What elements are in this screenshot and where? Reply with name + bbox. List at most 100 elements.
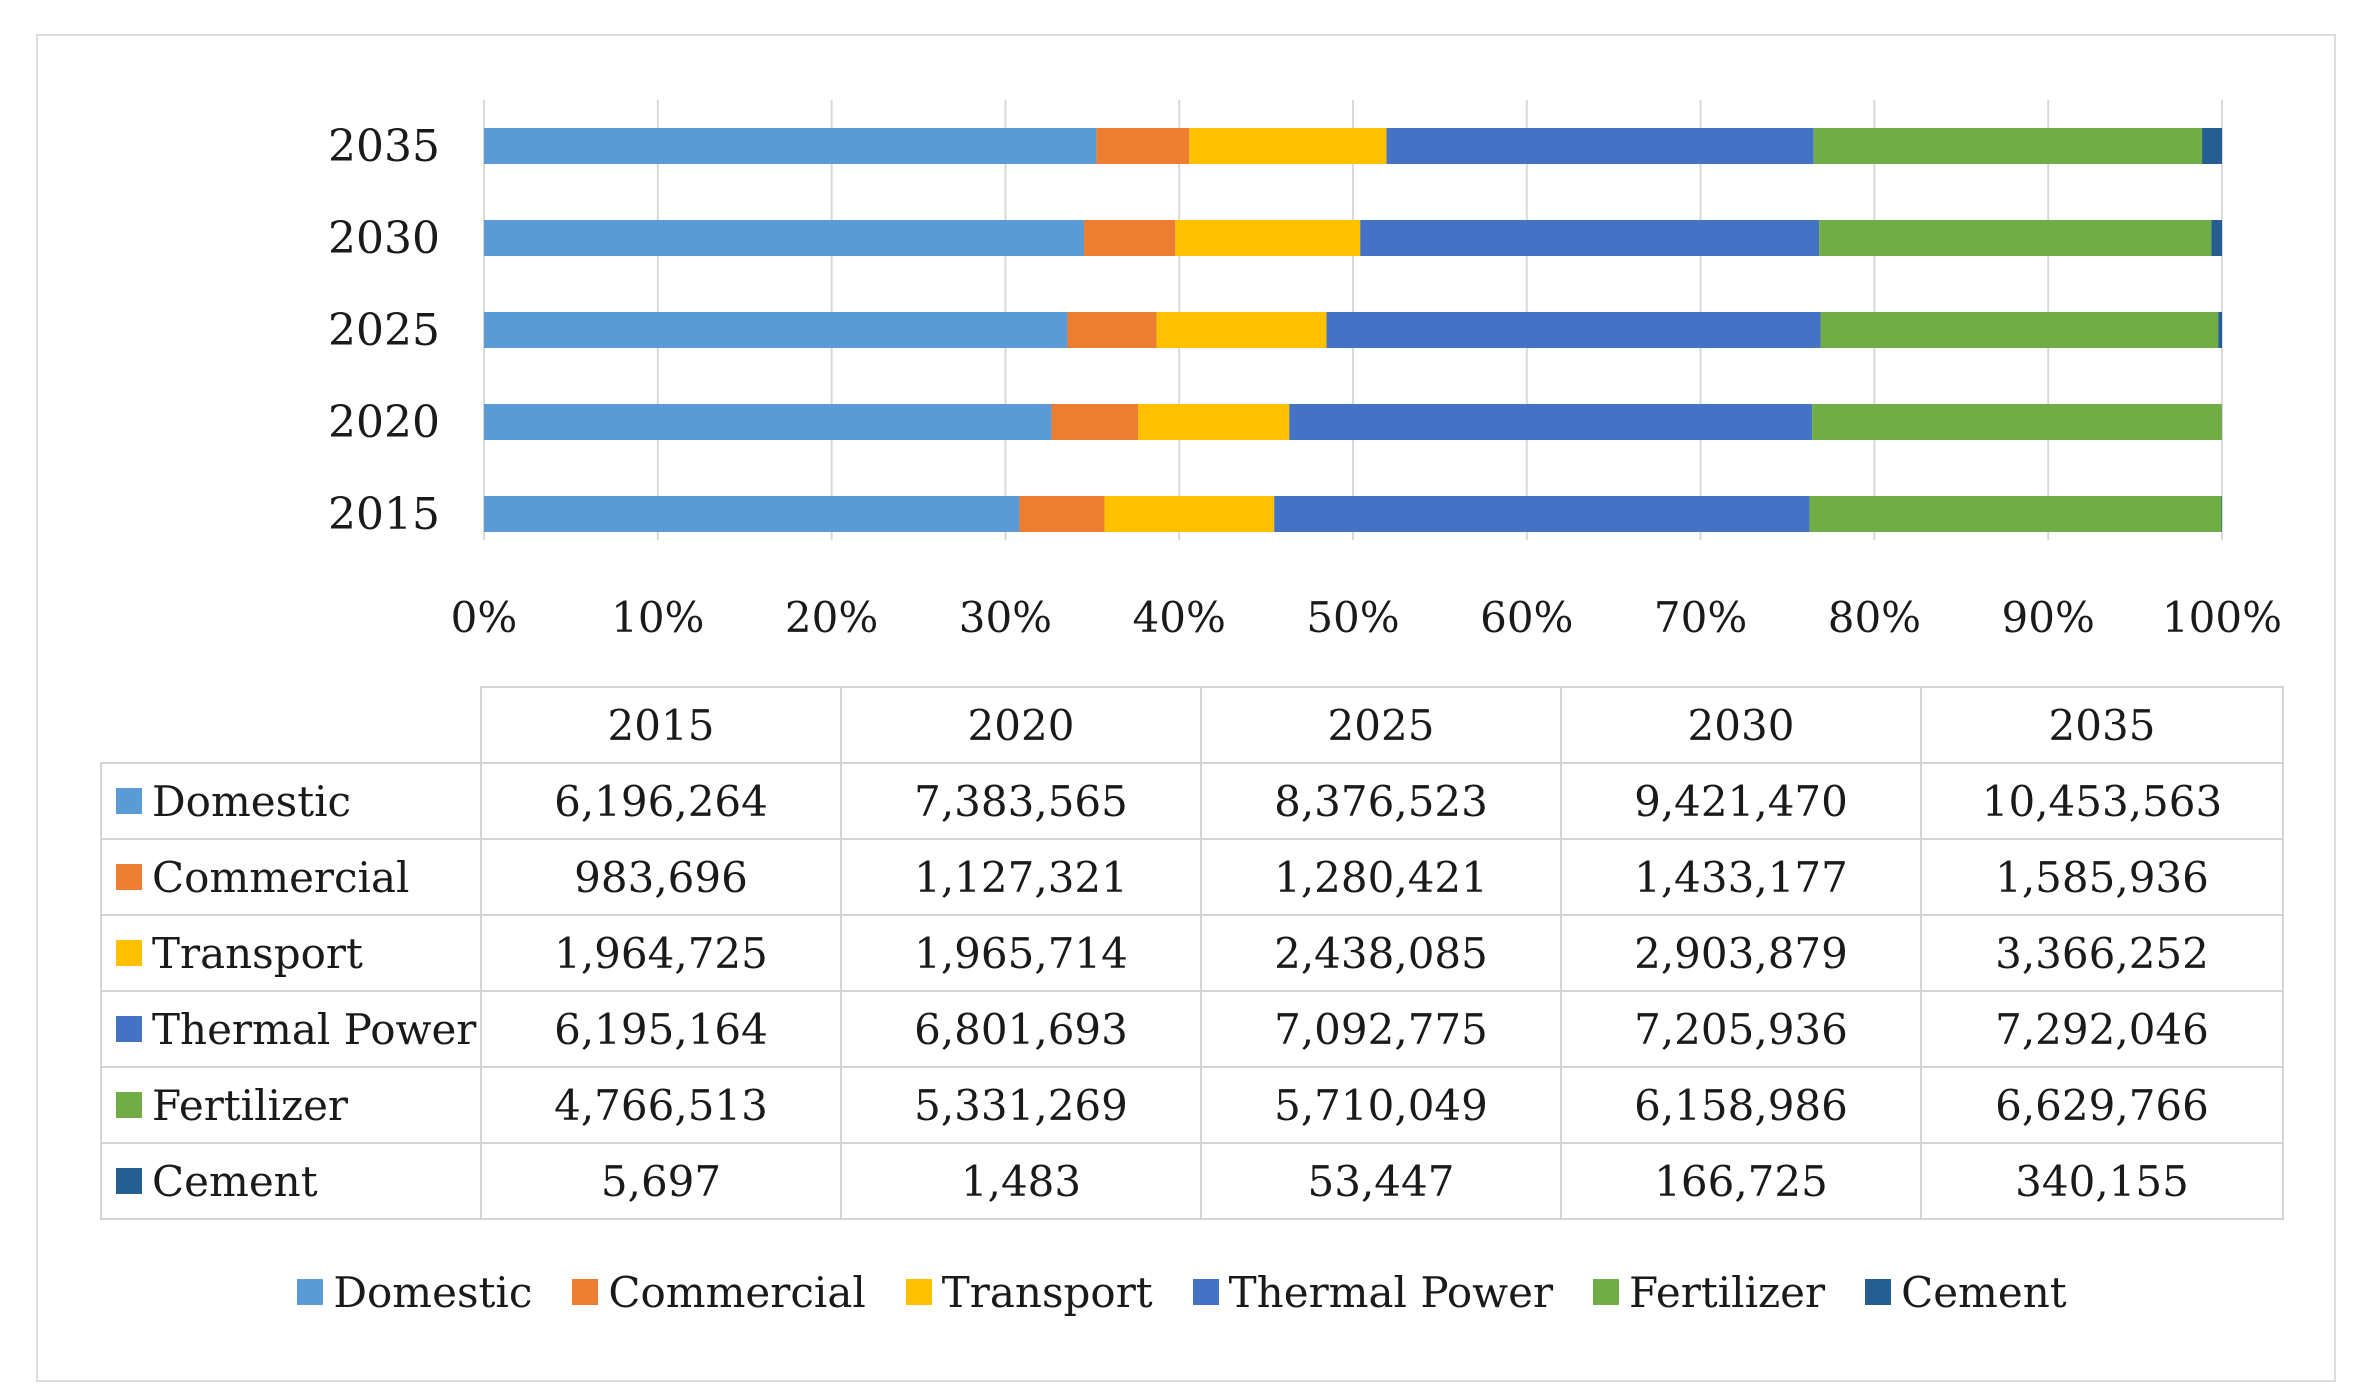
legend-swatch-icon [1865,1279,1892,1305]
bar-segment-commercial [1051,404,1139,440]
table-cell-value: 53,447 [1200,1142,1562,1220]
bar-segment-fertilizer [1812,404,2222,440]
legend-item: Transport [905,1268,1153,1317]
y-tick-label: 2025 [328,305,440,356]
x-tick-label: 80% [1828,593,1921,642]
table-series-label: Cement [100,1142,482,1220]
table-year-header: 2020 [840,686,1202,764]
legend-swatch-icon [1593,1279,1620,1305]
table-cell-value: 3,366,252 [1920,914,2284,992]
bar-segment-transport [1138,404,1290,440]
table-year-header: 2035 [1920,686,2284,764]
table-cell-value: 4,766,513 [480,1066,842,1144]
legend-label: Commercial [608,1268,866,1317]
legend-swatch-icon [116,1091,142,1118]
series-name: Transport [152,928,363,978]
legend: Domestic Commercial Transport Thermal Power… [0,1268,2364,1317]
table-cell-value: 9,421,470 [1560,762,1922,840]
legend-label: Thermal Power [1228,1268,1554,1317]
bar-segment-commercial [1084,220,1176,256]
bar-segment-cement [2202,128,2222,164]
legend-label: Fertilizer [1629,1268,1826,1317]
table-cell-value: 8,376,523 [1200,762,1562,840]
bar-segment-thermal-power [1386,128,1814,164]
x-axis-tick-labels: 0% 10% 20% 30% 40% 50% 60% 70% 80% 90% 100% [451,593,2282,642]
bar-segment-transport [1104,496,1275,532]
table-cell-value: 2,438,085 [1200,914,1562,992]
table-cell-value: 1,127,321 [840,838,1202,916]
table-cell-value: 1,585,936 [1920,838,2284,916]
legend-label: Cement [1901,1268,2067,1317]
bar-segment-domestic [484,312,1068,348]
table-cell-value: 7,092,775 [1200,990,1562,1068]
table-row: Commercial 983,696 1,127,321 1,280,421 1,433… [100,838,2284,916]
legend-swatch-icon [297,1279,324,1305]
table-cell-value: 1,965,714 [840,914,1202,992]
legend-item: Fertilizer [1593,1268,1825,1317]
x-tick-label: 50% [1306,593,1399,642]
series-name: Fertilizer [152,1080,349,1130]
legend-swatch-icon [116,1015,142,1042]
bar-segment-fertilizer [1809,496,2222,532]
legend-swatch-icon [116,939,142,966]
table-cell-value: 166,725 [1560,1142,1922,1220]
table-row: Cement 5,697 1,483 53,447 166,725 340,155 [100,1142,2284,1220]
legend-item: Cement [1865,1268,2067,1317]
table-cell-value: 6,629,766 [1920,1066,2284,1144]
table-cell-value: 6,801,693 [840,990,1202,1068]
legend-swatch-icon [116,787,142,814]
bar-segment-domestic [484,404,1052,440]
bar-segment-domestic [484,496,1020,532]
table-cell-value: 1,964,725 [480,914,842,992]
table-cell-value: 6,195,164 [480,990,842,1068]
x-tick-label: 10% [611,593,704,642]
x-tick-label: 70% [1654,593,1747,642]
table-series-label: Domestic [100,762,482,840]
legend-swatch-icon [905,1279,932,1305]
table-cell-value: 983,696 [480,838,842,916]
y-tick-label: 2035 [328,121,440,172]
table-header-row: 2015 2020 2025 2030 2035 [101,686,2284,764]
x-tick-label: 100% [2162,593,2282,642]
bar-segment-fertilizer [1819,220,2212,256]
legend-swatch-icon [116,863,142,890]
table-cell-value: 6,158,986 [1560,1066,1922,1144]
table-series-label: Thermal Power [100,990,482,1068]
table-cell-value: 10,453,563 [1920,762,2284,840]
data-table: 2015 2020 2025 2030 2035 Domestic 6,196,2… [100,686,2284,1220]
bar-segment-commercial [1019,496,1105,532]
table-series-label: Fertilizer [100,1066,482,1144]
x-tick-label: 20% [785,593,878,642]
table-year-header: 2015 [480,686,842,764]
legend-item: Commercial [572,1268,866,1317]
bar-segment-cement [2211,220,2222,256]
bar-segment-cement [2218,312,2222,348]
table-year-header: 2030 [1560,686,1922,764]
y-tick-label: 2030 [328,213,440,264]
table-year-header: 2025 [1200,686,1562,764]
table-cell-value: 1,280,421 [1200,838,1562,916]
table-cell-value: 2,903,879 [1560,914,1922,992]
legend-swatch-icon [116,1167,142,1194]
table-cell-value: 5,331,269 [840,1066,1202,1144]
legend-item: Domestic [297,1268,532,1317]
legend-label: Domestic [333,1268,533,1317]
table-row: Fertilizer 4,766,513 5,331,269 5,710,049 6,1… [100,1066,2284,1144]
bar-segment-commercial [1096,128,1190,164]
legend-swatch-icon [1192,1279,1219,1305]
x-tick-label: 60% [1480,593,1573,642]
bars [484,128,2222,532]
legend-item: Thermal Power [1192,1268,1554,1317]
table-cell-value: 7,205,936 [1560,990,1922,1068]
y-axis-labels: 2035 2030 2025 2020 2015 [328,121,440,540]
bar-segment-transport [1156,312,1327,348]
table-series-label: Transport [100,914,482,992]
bar-segment-thermal-power [1274,496,1810,532]
table-cell-value: 5,697 [480,1142,842,1220]
table-series-label: Commercial [100,838,482,916]
legend-label: Transport [941,1268,1153,1317]
bar-segment-fertilizer [1820,312,2219,348]
series-name: Cement [152,1156,318,1206]
x-tick-label: 40% [1133,593,1226,642]
table-row: Thermal Power 6,195,164 6,801,693 7,092,775… [100,990,2284,1068]
